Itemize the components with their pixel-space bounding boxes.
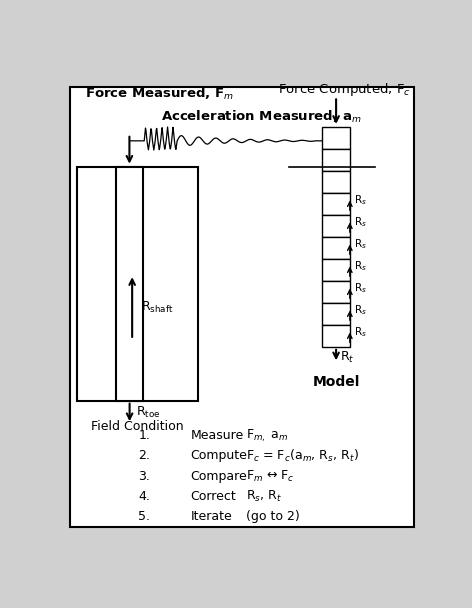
Text: R$_s$: R$_s$ — [354, 326, 367, 339]
Text: F$_{c}$ = F$_{c}$(a$_{m}$, R$_{s}$, R$_{t}$): F$_{c}$ = F$_{c}$(a$_{m}$, R$_{s}$, R$_{… — [245, 448, 358, 464]
Text: Iterate: Iterate — [191, 510, 232, 523]
Text: 2.: 2. — [139, 449, 151, 463]
Bar — [322, 215, 350, 237]
Text: 5.: 5. — [138, 510, 151, 523]
Text: 4.: 4. — [139, 489, 151, 503]
Text: R$_s$: R$_s$ — [354, 260, 367, 274]
Bar — [116, 167, 143, 401]
Text: R$_{\rm toe}$: R$_{\rm toe}$ — [136, 405, 161, 420]
Text: Compare: Compare — [191, 469, 247, 483]
Text: Compute: Compute — [191, 449, 247, 463]
Bar — [322, 237, 350, 259]
Text: Correct: Correct — [191, 489, 236, 503]
Bar — [322, 171, 350, 193]
Text: Acceleration Measured, a$_m$: Acceleration Measured, a$_m$ — [161, 109, 362, 125]
Text: R$_s$: R$_s$ — [354, 216, 367, 229]
Text: (go to 2): (go to 2) — [245, 510, 299, 523]
Text: R$_s$: R$_s$ — [354, 282, 367, 295]
Bar — [322, 325, 350, 347]
Text: R$_s$: R$_s$ — [354, 303, 367, 317]
Text: 1.: 1. — [139, 429, 151, 442]
Text: Force Measured, F$_m$: Force Measured, F$_m$ — [84, 86, 233, 102]
Text: Model: Model — [312, 375, 360, 389]
Text: F$_{m}$ ↔ F$_{c}$: F$_{m}$ ↔ F$_{c}$ — [245, 469, 294, 483]
Text: R$_t$: R$_t$ — [340, 350, 354, 365]
Text: F$_{m,}$ a$_{m}$: F$_{m,}$ a$_{m}$ — [245, 427, 288, 444]
Bar — [77, 167, 198, 401]
Text: Measure: Measure — [191, 429, 244, 442]
Text: Force Computed, F$_c$: Force Computed, F$_c$ — [278, 81, 411, 98]
Bar — [322, 303, 350, 325]
Bar — [322, 281, 350, 303]
Text: R$_{s}$, R$_{t}$: R$_{s}$, R$_{t}$ — [245, 489, 282, 503]
Bar — [322, 259, 350, 281]
Text: R$_{\rm shaft}$: R$_{\rm shaft}$ — [141, 300, 174, 314]
Bar — [322, 149, 350, 171]
Text: R$_s$: R$_s$ — [354, 193, 367, 207]
Text: Field Condition: Field Condition — [92, 420, 184, 433]
Bar — [322, 127, 350, 149]
Bar — [322, 193, 350, 215]
Text: R$_s$: R$_s$ — [354, 238, 367, 252]
Text: 3.: 3. — [139, 469, 151, 483]
